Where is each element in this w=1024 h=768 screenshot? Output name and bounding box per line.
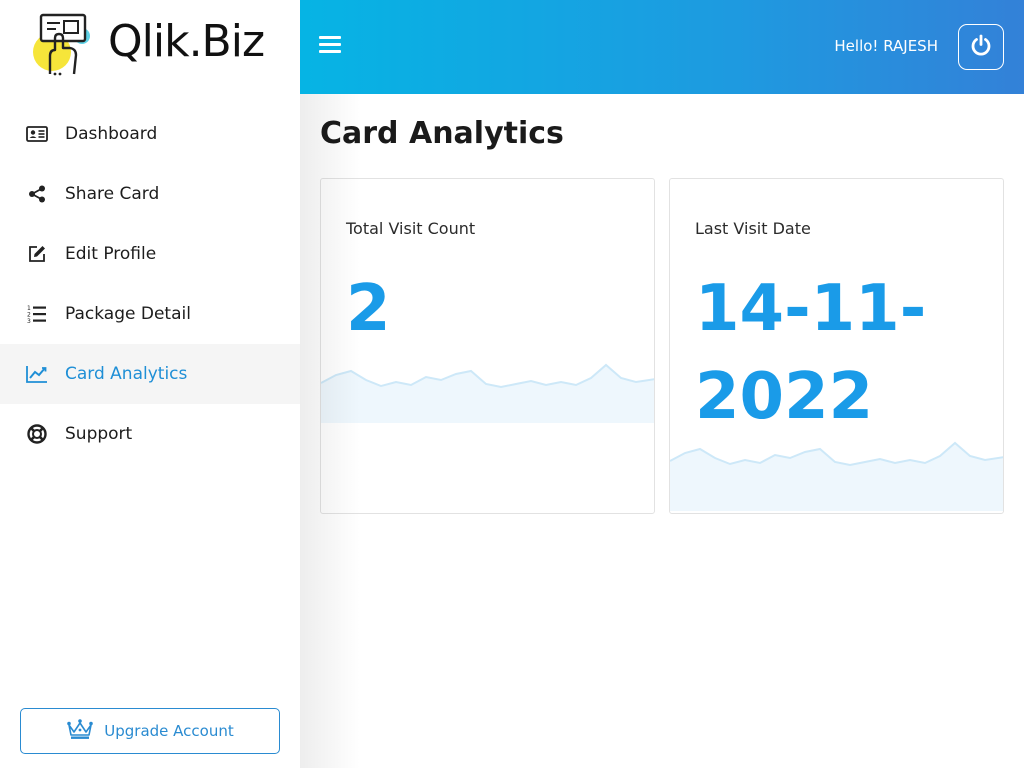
stat-card-value: 14-11-2022 xyxy=(695,272,927,434)
sidebar-item-label: Edit Profile xyxy=(65,244,157,264)
sidebar-item-label: Share Card xyxy=(65,184,160,204)
sparkline-decoration xyxy=(670,441,1003,511)
logout-button[interactable] xyxy=(958,24,1004,70)
edit-icon xyxy=(25,242,49,266)
stat-card-total-visits: Total Visit Count 2 xyxy=(320,178,655,514)
top-header: Hello! RAJESH xyxy=(300,0,1024,94)
main-content: Card Analytics Total Visit Count 2 Last … xyxy=(300,94,1024,768)
power-icon xyxy=(970,34,992,60)
logo-icon xyxy=(33,13,90,76)
share-icon xyxy=(25,182,49,206)
sidebar-item-share-card[interactable]: Share Card xyxy=(0,164,300,224)
lifebuoy-icon xyxy=(25,422,49,446)
sidebar-item-dashboard[interactable]: Dashboard xyxy=(0,104,300,164)
upgrade-account-button[interactable]: Upgrade Account xyxy=(20,708,280,754)
user-greeting: Hello! RAJESH xyxy=(834,37,938,55)
brand[interactable]: Qlik.Biz xyxy=(30,10,280,80)
sidebar-item-edit-profile[interactable]: Edit Profile xyxy=(0,224,300,284)
svg-text:2: 2 xyxy=(27,312,31,319)
stat-card-last-visit: Last Visit Date 14-11-2022 xyxy=(669,178,1004,514)
sidebar-item-support[interactable]: Support xyxy=(0,404,300,464)
stat-card-label: Total Visit Count xyxy=(346,219,476,238)
sidebar: Qlik.Biz Dashboard Share Card Edit Profi… xyxy=(0,0,300,768)
upgrade-account-label: Upgrade Account xyxy=(104,722,234,740)
hamburger-icon[interactable] xyxy=(319,36,341,56)
sidebar-item-label: Dashboard xyxy=(65,124,158,144)
stat-card-label: Last Visit Date xyxy=(695,219,811,238)
brand-name: Qlik.Biz xyxy=(108,16,265,67)
chart-line-icon xyxy=(25,362,49,386)
sparkline-decoration xyxy=(321,363,654,423)
crown-icon xyxy=(66,718,94,744)
svg-text:3: 3 xyxy=(27,318,31,324)
id-card-icon xyxy=(25,122,49,146)
sidebar-item-label: Package Detail xyxy=(65,304,191,324)
page-title: Card Analytics xyxy=(320,116,564,151)
sidebar-item-card-analytics[interactable]: Card Analytics xyxy=(0,344,300,404)
sidebar-item-label: Support xyxy=(65,424,133,444)
sidebar-item-label: Card Analytics xyxy=(65,364,188,384)
svg-text:1: 1 xyxy=(27,305,31,312)
stat-card-value: 2 xyxy=(346,272,391,346)
